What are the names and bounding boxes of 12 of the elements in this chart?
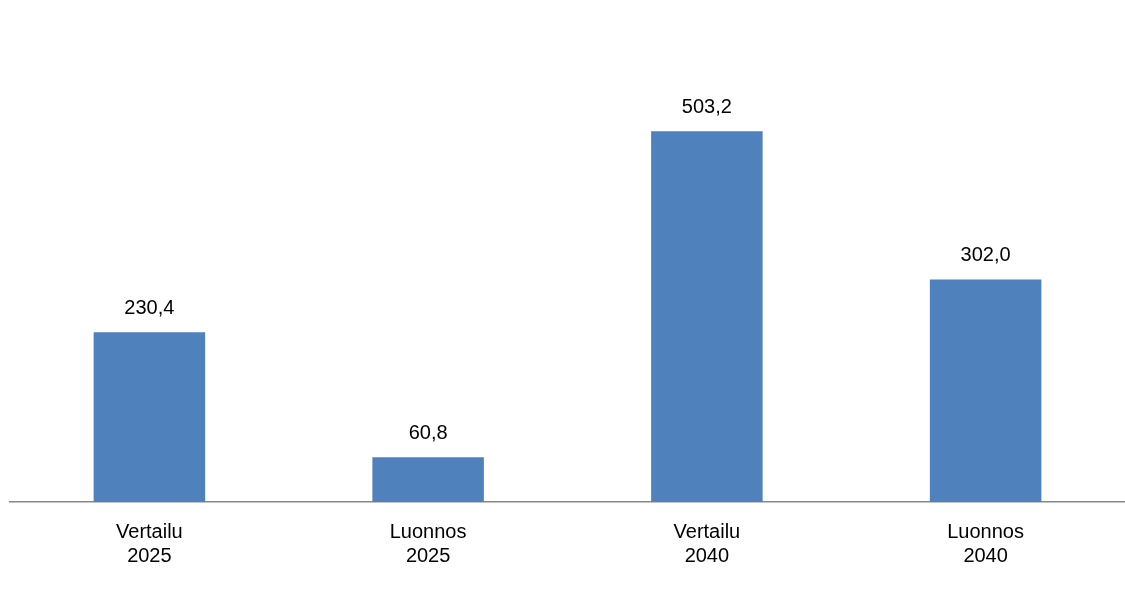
data-label: 230,4 — [124, 295, 175, 318]
data-label: 60,8 — [408, 420, 448, 443]
x-tick-label: Vertailu 2040 — [673, 519, 741, 566]
bar — [929, 279, 1042, 502]
data-label: 503,2 — [681, 94, 732, 117]
bar — [372, 457, 484, 502]
bar — [651, 131, 763, 502]
bar — [93, 332, 206, 502]
x-tick-label: Luonnos 2025 — [389, 519, 467, 566]
x-tick-label: Vertailu 2025 — [116, 519, 183, 566]
data-label: 302,0 — [960, 243, 1011, 266]
x-tick-label: Luonnos 2040 — [947, 519, 1024, 566]
